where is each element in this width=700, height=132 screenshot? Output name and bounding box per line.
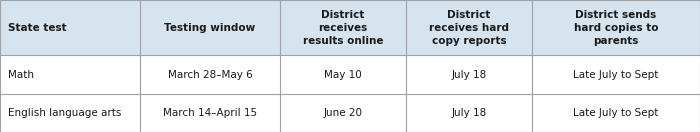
Bar: [406, 0, 532, 55]
Bar: [280, 55, 406, 94]
Text: Late July to Sept: Late July to Sept: [573, 70, 659, 80]
Text: July 18: July 18: [452, 70, 486, 80]
Text: District
receives
results online: District receives results online: [302, 10, 384, 46]
Bar: [280, 0, 406, 55]
Bar: [280, 94, 406, 132]
Text: May 10: May 10: [324, 70, 362, 80]
Bar: [532, 0, 700, 55]
Bar: [0, 94, 140, 132]
Bar: [140, 94, 280, 132]
Text: March 28–May 6: March 28–May 6: [167, 70, 253, 80]
Bar: [406, 55, 532, 94]
Bar: [532, 94, 700, 132]
Bar: [0, 0, 140, 55]
Text: State test: State test: [8, 23, 67, 33]
Text: Late July to Sept: Late July to Sept: [573, 108, 659, 118]
Text: Math: Math: [8, 70, 34, 80]
Bar: [140, 0, 280, 55]
Bar: [140, 55, 280, 94]
Text: Testing window: Testing window: [164, 23, 256, 33]
Bar: [406, 94, 532, 132]
Text: March 14–April 15: March 14–April 15: [163, 108, 257, 118]
Text: District sends
hard copies to
parents: District sends hard copies to parents: [574, 10, 658, 46]
Text: English language arts: English language arts: [8, 108, 122, 118]
Bar: [532, 55, 700, 94]
Text: District
receives hard
copy reports: District receives hard copy reports: [429, 10, 509, 46]
Text: June 20: June 20: [323, 108, 363, 118]
Bar: [0, 55, 140, 94]
Text: July 18: July 18: [452, 108, 486, 118]
